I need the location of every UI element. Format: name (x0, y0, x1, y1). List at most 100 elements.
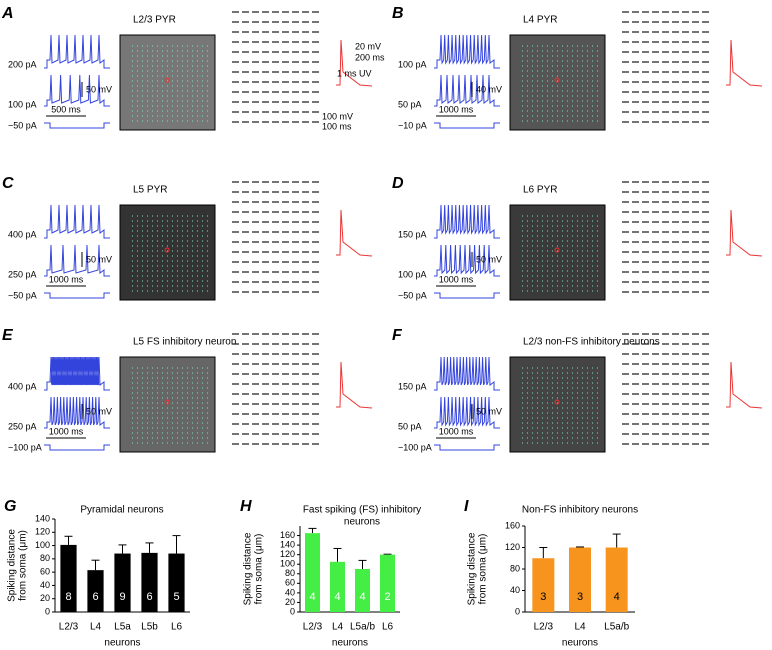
y-tick-label: 80 (40, 553, 50, 563)
y-tick-label: 0 (515, 606, 520, 616)
panel-title: L2/3 PYR (133, 15, 176, 26)
panel-letter: I (464, 498, 469, 515)
stim-grid (522, 367, 598, 444)
current-label: −100 pA (398, 442, 432, 452)
x-tick-label: L4 (332, 622, 344, 633)
bar (532, 558, 555, 612)
stim-grid (522, 45, 598, 122)
voltage-trace (44, 74, 110, 107)
n-label: 4 (359, 591, 365, 603)
scale-label: 50 mV (476, 406, 502, 416)
chart-title: neurons (344, 517, 380, 528)
voltage-trace (44, 204, 110, 239)
voltage-trace (434, 34, 500, 69)
y-axis-label: Spiking distance (7, 529, 18, 602)
n-label: 3 (540, 591, 546, 603)
n-label: 9 (119, 591, 125, 603)
n-label: 6 (146, 591, 152, 603)
response-grid (622, 181, 709, 293)
current-label: 250 pA (8, 269, 37, 279)
n-label: 4 (614, 591, 620, 603)
stim-grid (522, 215, 598, 292)
response-trace (336, 361, 373, 409)
current-trace (434, 122, 500, 129)
y-tick-label: 120 (280, 549, 295, 559)
current-trace (44, 292, 110, 299)
x-tick-label: L5a/b (350, 622, 375, 633)
y-tick-label: 120 (35, 527, 50, 537)
y-axis-label: from soma (μm) (18, 530, 29, 601)
scale-label: 1000 ms (439, 274, 474, 284)
response-grid (232, 333, 319, 445)
panel-letter: A (1, 5, 14, 22)
x-tick-label: L4 (574, 622, 586, 633)
response-trace (336, 209, 373, 257)
x-axis-label: neurons (332, 638, 368, 649)
current-label: −50 pA (398, 290, 427, 300)
x-tick-label: L5b (141, 622, 158, 633)
scale-label: 1000 ms (49, 426, 84, 436)
y-axis-label: from soma (μm) (478, 534, 489, 605)
response-trace (726, 209, 763, 257)
stim-grid (132, 215, 208, 292)
y-tick-label: 160 (505, 520, 520, 530)
soma-marker (164, 399, 170, 405)
scale-label: 200 ms (355, 52, 385, 62)
y-tick-label: 80 (510, 563, 520, 573)
voltage-trace (44, 34, 110, 69)
chart-title: Pyramidal neurons (80, 505, 163, 516)
panel-letter: F (392, 327, 403, 344)
current-label: −50 pA (8, 120, 37, 130)
current-trace (44, 122, 110, 129)
y-tick-label: 140 (35, 513, 50, 523)
panel-letter: B (392, 5, 404, 22)
current-label: 50 pA (398, 99, 422, 109)
current-label: 150 pA (398, 229, 427, 239)
x-axis-label: neurons (104, 638, 140, 649)
x-tick-label: L6 (171, 622, 183, 633)
x-tick-label: L2/3 (303, 622, 323, 633)
bar (114, 553, 131, 612)
current-trace (434, 444, 500, 451)
y-tick-label: 0 (45, 606, 50, 616)
scale-label: 1 ms UV (337, 68, 372, 78)
current-label: 200 pA (8, 59, 37, 69)
soma-marker (164, 247, 170, 253)
voltage-trace (434, 74, 500, 107)
panel-title: L6 PYR (523, 185, 557, 196)
scale-label: 20 mV (355, 41, 381, 51)
n-label: 5 (173, 591, 179, 603)
current-label: 400 pA (8, 229, 37, 239)
stim-grid (132, 367, 208, 444)
scale-label: 100 ms (322, 121, 352, 131)
bar (330, 561, 345, 612)
voltage-trace (434, 204, 500, 239)
scale-label: 500 ms (51, 104, 81, 114)
response-trace (336, 39, 373, 87)
y-tick-label: 140 (280, 539, 295, 549)
response-grid (622, 11, 709, 123)
current-trace (434, 292, 500, 299)
voltage-trace (434, 356, 500, 391)
panel-letter: C (2, 175, 14, 192)
current-label: −10 pA (398, 120, 427, 130)
current-label: 400 pA (8, 381, 37, 391)
chart-title: Fast spiking (FS) inhibitory (303, 505, 421, 516)
current-label: 50 pA (398, 421, 422, 431)
x-tick-label: L4 (90, 622, 102, 633)
current-trace (44, 444, 110, 451)
x-axis-label: neurons (562, 638, 598, 649)
voltage-trace (44, 244, 110, 277)
bar (305, 533, 320, 612)
y-tick-label: 80 (285, 568, 295, 578)
current-label: 250 pA (8, 421, 37, 431)
panel-title: L2/3 non-FS inhibitory neurons (523, 337, 660, 348)
soma-marker (554, 247, 560, 253)
bar (168, 553, 185, 612)
scale-label: 1000 ms (439, 426, 474, 436)
n-label: 2 (384, 591, 390, 603)
chart-title: Non-FS inhibitory neurons (522, 505, 638, 516)
current-label: 150 pA (398, 381, 427, 391)
panel-letter: H (240, 498, 252, 515)
